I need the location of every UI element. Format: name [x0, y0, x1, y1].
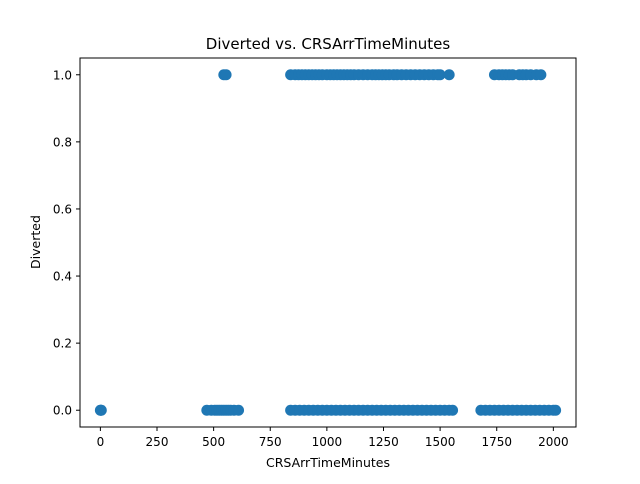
y-tick-label: 0.6: [53, 202, 72, 216]
y-tick-label: 0.8: [53, 135, 72, 149]
x-tick-label: 750: [259, 435, 282, 449]
y-tick-label: 0.2: [53, 337, 72, 351]
x-tick-label: 1000: [312, 435, 343, 449]
x-tick-label: 250: [146, 435, 169, 449]
x-tick-label: 1750: [481, 435, 512, 449]
scatter-point: [447, 404, 459, 416]
scatter-point: [443, 69, 455, 81]
scatter-point: [220, 69, 232, 81]
y-axis-ticks: 0.0 0.2 0.4 0.6 0.8 1.0: [53, 68, 80, 418]
scatter-point: [434, 69, 446, 81]
y-tick-label: 0.4: [53, 270, 72, 284]
x-tick-label: 500: [202, 435, 225, 449]
scatter-point: [535, 69, 547, 81]
x-axis-ticks: 0 250 500 750 1000 1250 1500 1750 2000: [97, 427, 569, 449]
plot-frame: [79, 57, 577, 428]
chart-title: Diverted vs. CRSArrTimeMinutes: [206, 35, 451, 53]
x-tick-label: 2000: [538, 435, 569, 449]
x-tick-label: 0: [97, 435, 105, 449]
x-axis-label: CRSArrTimeMinutes: [266, 455, 390, 470]
scatter-points: [94, 69, 562, 416]
y-axis-label: Diverted: [28, 215, 43, 269]
scatter-point: [95, 404, 107, 416]
scatter-point: [550, 404, 562, 416]
x-tick-label: 1250: [368, 435, 399, 449]
x-tick-label: 1500: [425, 435, 456, 449]
y-tick-label: 0.0: [53, 404, 72, 418]
scatter-point: [233, 404, 245, 416]
y-tick-label: 1.0: [53, 68, 72, 82]
